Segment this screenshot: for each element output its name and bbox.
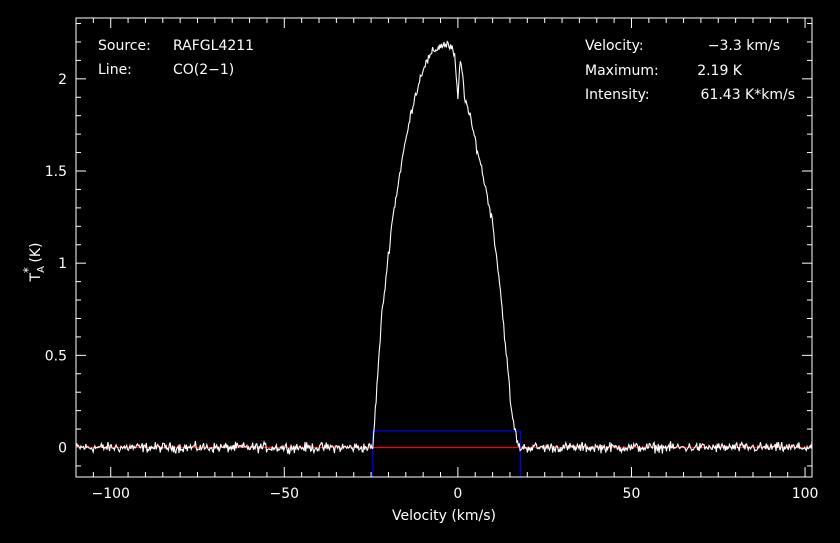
y-axis-label: TA* (K) <box>21 243 47 283</box>
window-box <box>372 430 521 477</box>
intensity-key: Intensity: <box>585 87 650 103</box>
svg-text:TA* (K): TA* (K) <box>21 243 47 283</box>
y-tick-label: 0 <box>58 441 67 457</box>
tick-labels: −100 −50 0 50 100 0 0.5 1 1.5 2 <box>45 72 819 502</box>
y-label-sup: * <box>21 267 35 273</box>
x-tick-label: 100 <box>792 486 819 502</box>
y-tick-label: 1.5 <box>45 164 67 180</box>
line-value: CO(2−1) <box>173 62 234 78</box>
source-key: Source: <box>98 38 151 54</box>
y-label-sub: A <box>36 266 47 273</box>
maximum-value: 2.19 K <box>697 63 743 79</box>
source-value: RAFGL4211 <box>173 38 254 54</box>
intensity-value: 61.43 K*km/s <box>701 87 795 103</box>
x-tick-label: −100 <box>91 486 129 502</box>
y-label-main: T <box>28 272 44 282</box>
velocity-key: Velocity: <box>585 38 644 54</box>
maximum-key: Maximum: <box>585 63 659 79</box>
plot-frame <box>75 17 813 478</box>
y-label-unit: (K) <box>28 243 44 268</box>
x-tick-label: 50 <box>623 486 641 502</box>
line-key: Line: <box>98 62 132 78</box>
x-tick-label: −50 <box>270 486 300 502</box>
axis-ticks <box>75 18 812 477</box>
y-tick-label: 2 <box>58 72 67 88</box>
velocity-value: −3.3 km/s <box>708 38 780 54</box>
x-axis-label: Velocity (km/s) <box>392 508 496 524</box>
y-tick-label: 0.5 <box>45 348 67 364</box>
x-tick-label: 0 <box>453 486 462 502</box>
y-tick-label: 1 <box>58 256 67 272</box>
spectrum-line <box>75 40 813 455</box>
